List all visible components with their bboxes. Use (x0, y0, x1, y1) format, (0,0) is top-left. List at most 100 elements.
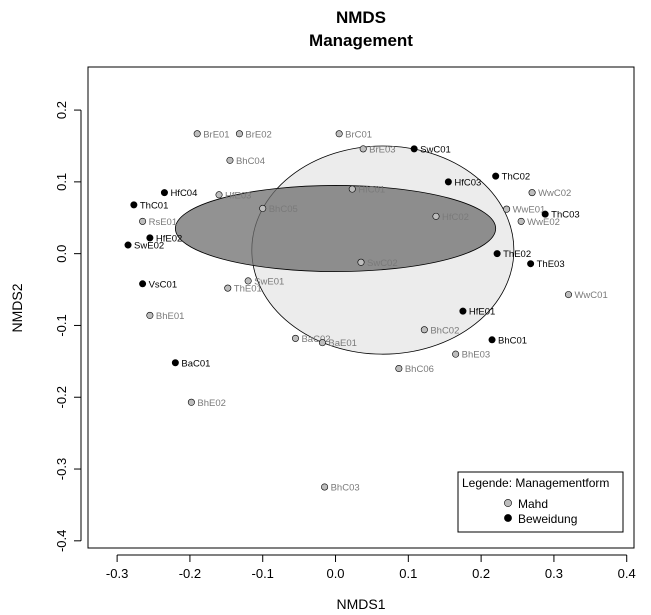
point-bre03 (359, 145, 367, 153)
point-wwe02 (517, 217, 525, 225)
point-label-bae01: BaE01 (328, 338, 357, 349)
point-label-bhc03: BhC03 (331, 482, 360, 493)
y-axis-label: NMDS2 (9, 283, 25, 332)
point-wwc01 (564, 291, 572, 299)
point-label-wwc02: WwC02 (538, 188, 571, 199)
points-layer: BrE01 BrE02 BhC04 BrC01 BrE03 RsE01 HfE03 BhC05… (124, 129, 608, 493)
point-label-bhc05: BhC05 (269, 204, 298, 215)
point-the02 (493, 250, 501, 258)
point-bhc05 (259, 204, 267, 212)
point-bhc01 (488, 336, 496, 344)
point-label-wwe01: WwE01 (513, 205, 546, 216)
point-bac02 (291, 334, 299, 342)
x-tick-label: 0.3 (545, 566, 563, 581)
point-label-the03: ThE03 (537, 259, 565, 270)
point-swc02 (357, 258, 365, 266)
x-tick-label: 0.0 (326, 566, 344, 581)
point-thc02 (492, 172, 500, 180)
legend-marker-mahd (504, 499, 512, 507)
point-hfc04 (160, 189, 168, 197)
point-brc01 (335, 130, 343, 138)
point-label-swc02: SwC02 (367, 258, 398, 269)
x-tick-label: -0.3 (106, 566, 128, 581)
y-tick-label: -0.1 (54, 314, 69, 336)
point-label-hfc03: HfC03 (454, 177, 481, 188)
point-label-bhe03: BhE03 (462, 350, 491, 361)
y-tick-label: 0.0 (54, 245, 69, 263)
point-label-hfe01: HfE01 (469, 307, 495, 318)
point-bre02 (235, 130, 243, 138)
point-rse01 (139, 217, 147, 225)
point-bhc02 (420, 326, 428, 334)
point-label-thc02: ThC02 (502, 172, 531, 183)
point-label-the02: ThE02 (503, 249, 531, 260)
legend-title: Legende: Managementform (462, 476, 609, 490)
point-bhc04 (226, 156, 234, 164)
x-tick-label: 0.1 (399, 566, 417, 581)
y-axis: -0.4 -0.3 -0.2 -0.1 0.0 0.1 0.2 (54, 101, 82, 552)
y-tick-label: 0.1 (54, 173, 69, 191)
point-label-vsc01: VsC01 (149, 279, 178, 290)
legend-label-beweidung: Beweidung (518, 512, 577, 526)
point-wwe01 (503, 205, 511, 213)
point-vsc01 (139, 280, 147, 288)
point-label-bhe02: BhE02 (197, 398, 226, 409)
point-label-hfe02: HfE02 (156, 233, 182, 244)
point-label-swc01: SwC01 (420, 144, 451, 155)
point-label-hfc04: HfC04 (170, 188, 197, 199)
ellipses-layer (174, 145, 515, 355)
point-bac01 (171, 359, 179, 367)
point-label-thc01: ThC01 (140, 200, 169, 211)
point-hfe01 (459, 307, 467, 315)
point-label-brc01: BrC01 (345, 129, 372, 140)
point-label-bac01: BaC01 (181, 358, 210, 369)
point-the01 (224, 284, 232, 292)
point-bhc03 (321, 483, 329, 491)
x-axis-label: NMDS1 (336, 596, 385, 612)
point-label-bre02: BrE02 (245, 129, 271, 140)
point-label-bac02: BaC02 (301, 334, 330, 345)
point-the03 (527, 260, 535, 268)
legend-box (457, 471, 624, 533)
point-label-the01: ThE01 (234, 284, 262, 295)
point-label-bre03: BrE03 (369, 144, 395, 155)
point-label-swe01: SwE01 (254, 276, 284, 287)
y-tick-label: 0.2 (54, 101, 69, 119)
x-axis: -0.3 -0.2 -0.1 0.0 0.1 0.2 0.3 0.4 (106, 554, 636, 581)
point-label-bhc04: BhC04 (236, 156, 265, 167)
chart-title: NMDS (336, 8, 386, 27)
point-label-wwc01: WwC01 (574, 290, 607, 301)
point-wwc02 (528, 189, 536, 197)
point-bre01 (193, 130, 201, 138)
point-hfc03 (444, 178, 452, 186)
point-label-bre01: BrE01 (203, 129, 229, 140)
x-tick-label: -0.1 (252, 566, 274, 581)
point-swe02 (124, 241, 132, 249)
point-hfc02 (432, 212, 440, 220)
point-hfe02 (146, 234, 154, 242)
legend-label-mahd: Mahd (518, 497, 548, 511)
point-bhe02 (187, 398, 195, 406)
point-label-thc03: ThC03 (551, 210, 580, 221)
point-label-bhc06: BhC06 (405, 364, 434, 375)
x-tick-label: 0.2 (472, 566, 490, 581)
point-thc03 (541, 210, 549, 218)
y-tick-label: -0.4 (54, 530, 69, 552)
legend: Legende: Managementform Mahd Beweidung (457, 471, 624, 533)
point-label-rse01: RsE01 (149, 217, 178, 228)
point-swe01 (244, 277, 252, 285)
plot-frame (87, 66, 635, 549)
point-label-wwe02: WwE02 (527, 217, 560, 228)
point-thc01 (130, 201, 138, 209)
point-label-bhc02: BhC02 (430, 325, 459, 336)
point-bae01 (318, 339, 326, 347)
point-label-hfc02: HfC02 (442, 212, 469, 223)
chart-subtitle: Management (309, 31, 413, 50)
point-label-bhc01: BhC01 (498, 335, 527, 346)
y-tick-label: -0.2 (54, 386, 69, 408)
point-bhe03 (452, 350, 460, 358)
legend-marker-beweidung (504, 514, 512, 522)
point-swc01 (410, 145, 418, 153)
plot-area: BrE01 BrE02 BhC04 BrC01 BrE03 RsE01 HfE03 BhC05… (87, 66, 635, 549)
